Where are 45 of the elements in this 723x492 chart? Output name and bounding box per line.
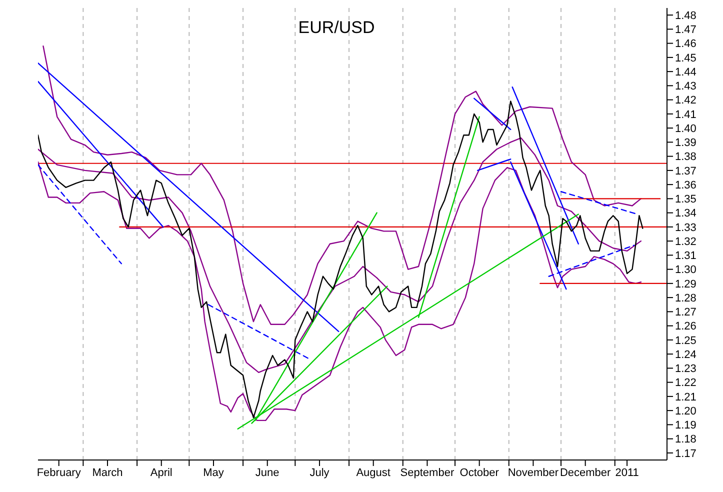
y-tick-label: 1.42 xyxy=(675,94,696,107)
y-tick-label: 1.17 xyxy=(675,448,696,460)
x-tick-label: August xyxy=(356,466,390,479)
y-tick-label: 1.25 xyxy=(675,334,696,347)
y-tick-label: 1.24 xyxy=(675,348,696,361)
y-tick-label: 1.39 xyxy=(675,137,696,150)
y-tick-label: 1.27 xyxy=(675,306,696,319)
y-tick-label: 1.28 xyxy=(675,292,696,304)
y-tick-label: 1.38 xyxy=(675,151,696,164)
y-tick-label: 1.40 xyxy=(675,122,696,135)
y-tick-label: 1.18 xyxy=(675,434,696,446)
y-tick-label: 1.20 xyxy=(675,405,696,418)
y-tick-label: 1.36 xyxy=(675,179,696,192)
x-tick-label: April xyxy=(150,466,172,479)
y-tick-label: 1.43 xyxy=(675,80,696,93)
y-tick-label: 1.46 xyxy=(675,38,696,50)
y-tick-label: 1.31 xyxy=(675,250,696,262)
x-tick-label: September xyxy=(400,466,454,479)
y-tick-label: 1.34 xyxy=(675,208,696,220)
y-tick-label: 1.30 xyxy=(675,264,696,276)
x-tick-label: February xyxy=(36,466,82,479)
y-tick-label: 1.29 xyxy=(675,278,696,290)
y-tick-label: 1.47 xyxy=(675,24,696,36)
x-tick-label: October xyxy=(460,466,500,479)
x-tick-label: 2011 xyxy=(615,466,639,479)
text: EUR/USD xyxy=(297,18,376,38)
y-tick-label: 1.44 xyxy=(675,66,696,78)
y-tick-label: 1.19 xyxy=(675,420,696,432)
y-tick-label: 1.41 xyxy=(675,108,696,121)
x-tick-label: May xyxy=(203,466,224,479)
y-tick-label: 1.32 xyxy=(675,236,696,248)
y-tick-label: 1.48 xyxy=(675,10,696,22)
x-tick-label: November xyxy=(508,466,559,479)
x-tick-label: June xyxy=(255,466,280,479)
x-tick-label: March xyxy=(92,466,123,479)
y-tick-label: 1.22 xyxy=(675,377,696,390)
x-tick-label: December xyxy=(560,466,612,479)
y-tick-label: 1.23 xyxy=(675,363,696,376)
y-tick-label: 1.45 xyxy=(675,52,696,64)
y-tick-label: 1.33 xyxy=(675,222,696,234)
y-tick-label: 1.21 xyxy=(675,391,696,404)
y-tick-label: 1.26 xyxy=(675,320,696,333)
y-tick-label: 1.37 xyxy=(675,165,696,178)
x-tick-label: July xyxy=(310,466,330,479)
y-tick-label: 1.35 xyxy=(675,194,696,206)
